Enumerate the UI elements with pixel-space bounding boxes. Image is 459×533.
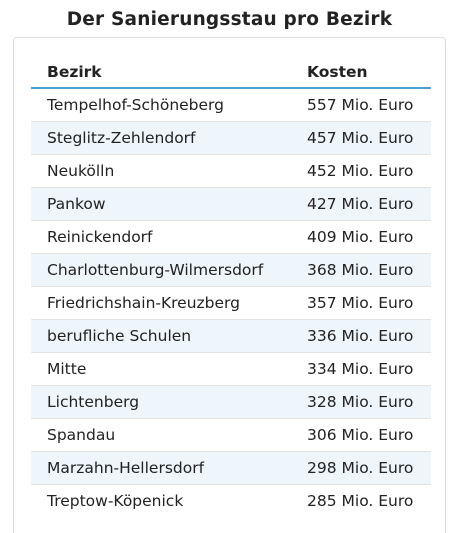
cell-kosten: 298 Mio. Euro <box>291 451 431 485</box>
table-card: Bezirk Kosten Tempelhof-Schöneberg 557 M… <box>13 37 446 533</box>
page-title: Der Sanierungsstau pro Bezirk <box>66 9 393 30</box>
table-row: Tempelhof-Schöneberg 557 Mio. Euro <box>31 88 431 122</box>
table-row: Steglitz-Zehlendorf 457 Mio. Euro <box>31 121 431 155</box>
cell-bezirk: Charlottenburg-Wilmersdorf <box>31 253 291 287</box>
cell-kosten: 328 Mio. Euro <box>291 385 431 419</box>
table-row: Spandau 306 Mio. Euro <box>31 418 431 452</box>
cell-bezirk: Mitte <box>31 352 291 386</box>
table-body: Tempelhof-Schöneberg 557 Mio. Euro Stegl… <box>31 88 431 517</box>
cell-bezirk: berufliche Schulen <box>31 319 291 353</box>
cell-bezirk: Spandau <box>31 418 291 452</box>
data-table: Bezirk Kosten Tempelhof-Schöneberg 557 M… <box>31 56 431 517</box>
cell-kosten: 357 Mio. Euro <box>291 286 431 320</box>
cell-kosten: 368 Mio. Euro <box>291 253 431 287</box>
table-row: Reinickendorf 409 Mio. Euro <box>31 220 431 254</box>
cell-kosten: 457 Mio. Euro <box>291 121 431 155</box>
cell-bezirk: Steglitz-Zehlendorf <box>31 121 291 155</box>
table-row: Pankow 427 Mio. Euro <box>31 187 431 221</box>
table-row: Treptow-Köpenick 285 Mio. Euro <box>31 485 431 518</box>
table-row: Friedrichshain-Kreuzberg 357 Mio. Euro <box>31 286 431 320</box>
cell-bezirk: Neukölln <box>31 154 291 188</box>
table-header-row: Bezirk Kosten <box>31 56 431 89</box>
cell-kosten: 452 Mio. Euro <box>291 154 431 188</box>
table-row: berufliche Schulen 336 Mio. Euro <box>31 319 431 353</box>
table-row: Marzahn-Hellersdorf 298 Mio. Euro <box>31 451 431 485</box>
cell-kosten: 557 Mio. Euro <box>291 88 431 122</box>
table-row: Lichtenberg 328 Mio. Euro <box>31 385 431 419</box>
cell-bezirk: Pankow <box>31 187 291 221</box>
table-row: Neukölln 452 Mio. Euro <box>31 154 431 188</box>
table-header: Bezirk Kosten <box>31 56 431 89</box>
cell-bezirk: Reinickendorf <box>31 220 291 254</box>
column-header-bezirk[interactable]: Bezirk <box>31 56 291 89</box>
table-row: Mitte 334 Mio. Euro <box>31 352 431 386</box>
table-row: Charlottenburg-Wilmersdorf 368 Mio. Euro <box>31 253 431 287</box>
column-header-kosten[interactable]: Kosten <box>291 56 431 89</box>
cell-kosten: 409 Mio. Euro <box>291 220 431 254</box>
cell-bezirk: Friedrichshain-Kreuzberg <box>31 286 291 320</box>
cell-kosten: 427 Mio. Euro <box>291 187 431 221</box>
cell-bezirk: Tempelhof-Schöneberg <box>31 88 291 122</box>
cell-bezirk: Lichtenberg <box>31 385 291 419</box>
cell-kosten: 336 Mio. Euro <box>291 319 431 353</box>
cell-kosten: 334 Mio. Euro <box>291 352 431 386</box>
cell-bezirk: Treptow-Köpenick <box>47 492 184 510</box>
cell-kosten: 306 Mio. Euro <box>291 418 431 452</box>
cell-bezirk: Marzahn-Hellersdorf <box>31 451 291 485</box>
cell-kosten: 285 Mio. Euro <box>307 492 414 510</box>
